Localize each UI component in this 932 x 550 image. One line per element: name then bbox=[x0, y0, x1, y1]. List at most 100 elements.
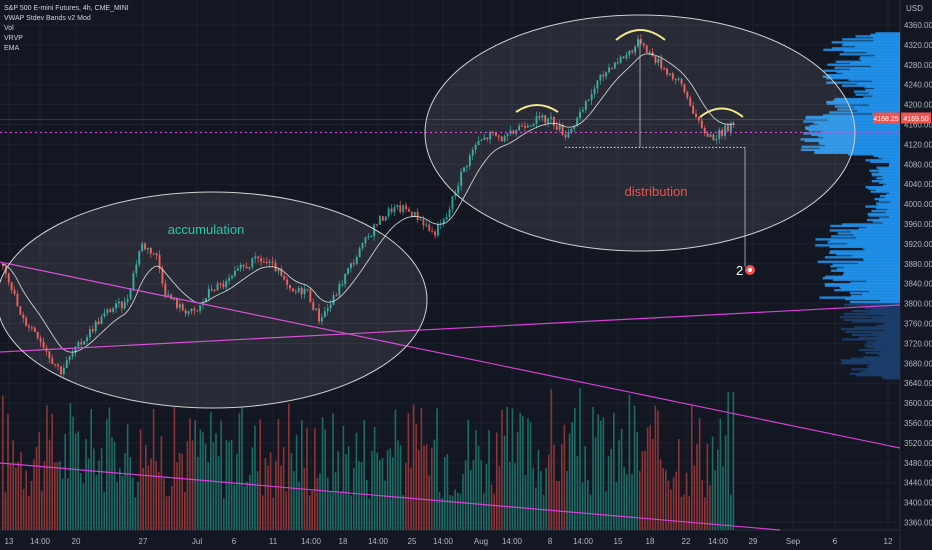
volume-bar bbox=[95, 475, 98, 530]
volume-bar bbox=[9, 464, 12, 530]
volume-bar bbox=[693, 465, 696, 530]
profile-bar bbox=[826, 102, 900, 105]
profile-bar bbox=[882, 323, 900, 326]
profile-bar bbox=[840, 327, 900, 331]
profile-bar bbox=[868, 91, 900, 95]
candle bbox=[384, 216, 387, 221]
candle bbox=[521, 125, 523, 127]
candle bbox=[616, 62, 619, 64]
candle bbox=[31, 327, 33, 329]
volume-bar bbox=[594, 437, 597, 530]
candle bbox=[36, 331, 39, 339]
y-tick-label: 4040.00 bbox=[904, 180, 932, 189]
indicator-vwap[interactable]: VWAP Stdev Bands v2 Mod bbox=[4, 15, 91, 22]
profile-bar bbox=[861, 59, 900, 62]
profile-bar bbox=[874, 54, 900, 57]
profile-bar bbox=[855, 45, 900, 49]
candle bbox=[582, 109, 584, 112]
volume-bar bbox=[254, 425, 256, 530]
volume-bar bbox=[269, 452, 272, 530]
profile-bar bbox=[862, 247, 900, 250]
trend-line bbox=[0, 261, 901, 449]
candle bbox=[315, 308, 318, 310]
volume-bar bbox=[485, 464, 488, 530]
profile-bar bbox=[834, 105, 900, 108]
volume-bar bbox=[397, 440, 399, 530]
volume-bar bbox=[464, 460, 467, 530]
x-tick-label: 13 bbox=[5, 537, 14, 546]
candle bbox=[138, 251, 141, 265]
candle bbox=[663, 68, 666, 70]
candle bbox=[529, 125, 532, 127]
profile-bar bbox=[842, 44, 900, 47]
volume-bar bbox=[142, 468, 144, 530]
volume-bar bbox=[568, 433, 571, 530]
profile-bar bbox=[879, 168, 900, 171]
volume-bar bbox=[470, 469, 472, 530]
price-label-box bbox=[901, 112, 931, 124]
candle bbox=[361, 243, 364, 249]
profile-bar bbox=[824, 284, 900, 287]
price-axis bbox=[900, 0, 932, 550]
indicator-vol[interactable]: Vol bbox=[4, 25, 14, 32]
x-tick-label: 12 bbox=[884, 537, 893, 546]
volume-bar bbox=[641, 451, 644, 530]
profile-bar bbox=[876, 206, 900, 210]
profile-bar bbox=[868, 214, 900, 217]
candle bbox=[613, 62, 616, 69]
volume-bar bbox=[243, 486, 246, 530]
profile-bar bbox=[804, 126, 900, 129]
profile-bar bbox=[864, 344, 900, 347]
profile-bar bbox=[888, 163, 900, 166]
indicator-ema[interactable]: EMA bbox=[4, 45, 20, 52]
profile-bar bbox=[879, 299, 900, 302]
volume-bar bbox=[119, 467, 121, 530]
target-label: 2 bbox=[736, 263, 743, 278]
candle bbox=[141, 243, 144, 252]
candle bbox=[300, 288, 303, 295]
volume-bar bbox=[176, 462, 178, 530]
candle bbox=[709, 134, 712, 137]
volume-bar bbox=[610, 448, 612, 530]
volume-bar bbox=[457, 492, 459, 530]
profile-bar bbox=[845, 330, 900, 334]
volume-bar bbox=[386, 450, 389, 530]
profile-bar bbox=[853, 106, 900, 110]
volume-bar bbox=[498, 466, 501, 530]
volume-bar bbox=[665, 469, 667, 530]
volume-bars bbox=[2, 388, 735, 530]
volume-bar bbox=[607, 456, 610, 530]
symbol-title[interactable]: S&P 500 E-mini Futures, 4h, CME_MINI bbox=[4, 5, 129, 12]
profile-bar bbox=[832, 47, 900, 50]
candle bbox=[199, 305, 202, 311]
candle bbox=[167, 294, 170, 296]
volume-bar bbox=[563, 424, 566, 530]
candle bbox=[480, 139, 483, 141]
indicator-vrvp[interactable]: VRVP bbox=[4, 35, 23, 42]
candle bbox=[698, 116, 700, 121]
profile-bar bbox=[823, 136, 900, 140]
candle bbox=[292, 288, 294, 292]
y-tick-label: 3400.00 bbox=[904, 499, 932, 508]
candle bbox=[80, 342, 83, 345]
profile-bar bbox=[868, 290, 900, 293]
volume-bar bbox=[241, 406, 243, 530]
y-tick-label: 4160.00 bbox=[904, 120, 932, 129]
profile-bar bbox=[826, 74, 900, 77]
volume-bar bbox=[126, 424, 129, 530]
candle bbox=[39, 338, 42, 343]
profile-bar bbox=[841, 362, 900, 365]
profile-bar bbox=[871, 172, 900, 175]
volume-bar bbox=[137, 481, 139, 530]
candle bbox=[71, 353, 74, 357]
trend-line bbox=[0, 462, 781, 531]
volume-bar bbox=[602, 417, 605, 530]
candle bbox=[158, 255, 161, 269]
x-tick-label: 6 bbox=[833, 537, 838, 546]
profile-bar bbox=[830, 224, 900, 228]
volume-bar bbox=[407, 413, 410, 530]
profile-bar bbox=[841, 84, 900, 87]
candle bbox=[579, 111, 581, 119]
volume-bar bbox=[488, 430, 490, 530]
